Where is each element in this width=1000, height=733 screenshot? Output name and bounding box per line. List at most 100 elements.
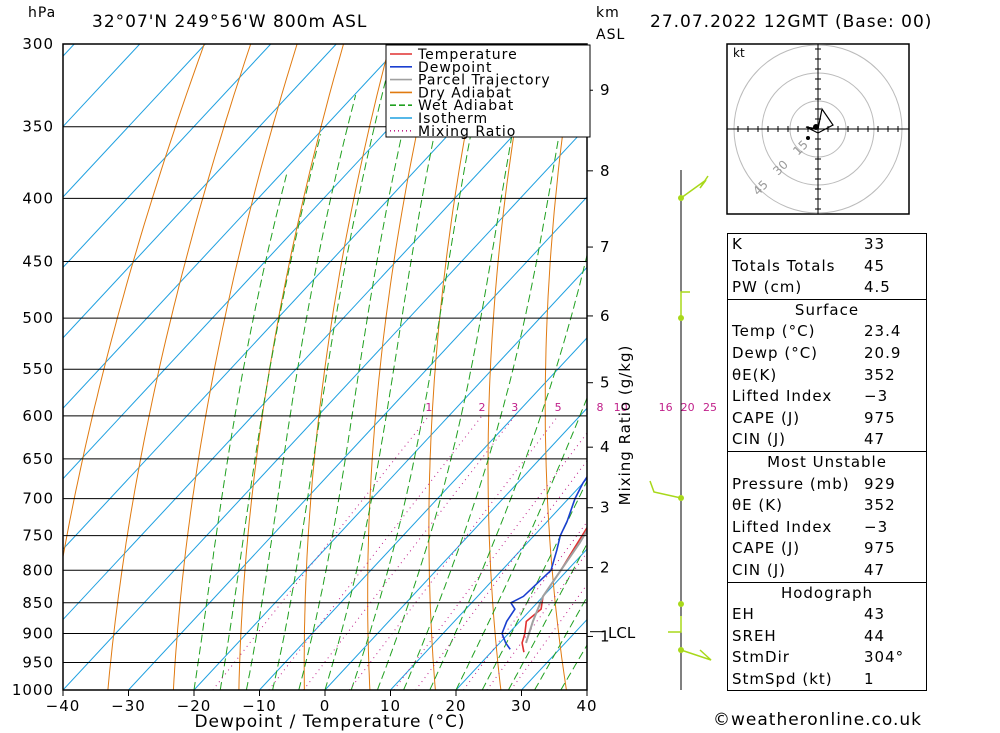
stat-row-cape: CAPE (J) 975 [728,408,926,430]
hodograph-trace [805,107,834,134]
x-tick-label: 20 [445,697,466,715]
stat-row-cin: CIN (J) 47 [728,429,926,451]
isotherm-line [259,337,587,690]
wet-adiabat-line [507,542,587,690]
isotherm-line [324,407,587,690]
stat-value: −3 [864,517,889,536]
isotherm-line [63,44,337,339]
stat-value: 975 [864,408,896,427]
lcl-label: LCL [608,624,636,642]
surface-title: Surface [794,300,860,319]
stat-value: 45 [864,256,886,275]
stat-label: StmSpd (kt) [732,669,833,688]
stat-label: CAPE (J) [732,408,801,427]
pressure-tick-label: 500 [22,309,54,327]
wind-level-marker [678,601,684,607]
stat-row-mu-theta: θE (K) 352 [728,495,926,517]
stat-label: CAPE (J) [732,539,801,558]
stat-label: Lifted Index [732,517,833,536]
stat-row-pw: PW (cm) 4.5 [728,277,926,299]
legend-entry: Wet Adiabat [418,98,514,114]
legend-entry: Parcel Trajectory [418,73,551,89]
stat-label: Lifted Index [732,387,833,406]
mixing-ratio-label: 16 [659,401,673,414]
isotherm-line [193,266,587,690]
legend-entry: Temperature [417,47,518,63]
storm-motion-marker [806,136,810,140]
pressure-tick-label: 900 [22,624,54,642]
credit-link[interactable]: ©weatheronline.co.uk [713,710,923,730]
mixing-ratio-axis-title: Mixing Ratio (g/kg) [616,345,634,506]
hodograph-table: Hodograph EH 43 SREH 44 StmDir 304° StmSpd … [727,582,927,692]
mixing-ratio-line [463,521,587,690]
x-tick-label: −20 [177,697,212,715]
legend-entry: Mixing Ratio [418,124,516,140]
isotherm-line [390,477,587,690]
stat-label: θE (K) [732,496,783,515]
wind-barb [680,649,712,661]
stat-value: 975 [864,539,896,558]
stat-row-mu-pressure: Pressure (mb) 929 [728,474,926,496]
stat-value: 44 [864,626,886,645]
pressure-tick-label: 550 [22,360,54,378]
stat-value: 23.4 [864,322,902,341]
mixing-ratio-label: 3 [511,401,518,414]
pressure-tick-label: 450 [22,253,54,271]
height-tick-label: 5 [600,374,610,392]
mixing-ratio-label: 8 [597,401,604,414]
stat-row-dewp: Dewp (°C) 20.9 [728,343,926,365]
height-tick-label: 8 [600,162,610,180]
pressure-tick-label: 950 [22,653,54,671]
stat-label: Dewp (°C) [732,343,819,362]
stat-row-sreh: SREH 44 [728,626,926,648]
mixing-ratio-line [303,415,516,690]
pressure-tick-label: 300 [22,35,54,53]
mixing-ratio-line [486,551,587,690]
pressure-unit-label: hPa [28,5,57,21]
datetime-label: 27.07.2022 12GMT (Base: 00) [650,12,933,32]
parcel-trajectory-line [525,528,587,644]
legend-entry: Dry Adiabat [418,85,512,101]
stat-row-theta: θE(K) 352 [728,365,926,387]
mixing-ratio-label: 5 [555,401,562,414]
x-tick-label: 30 [511,697,532,715]
x-tick-label: 40 [576,697,597,715]
height-unit-asl-label: ASL [596,27,626,43]
x-tick-label: 10 [380,697,401,715]
legend-entry: Dewpoint [418,60,493,76]
isotherm-line [63,44,272,269]
stat-row-mu-cin: CIN (J) 47 [728,560,926,582]
stat-label: Temp (°C) [732,322,816,341]
pressure-tick-label: 700 [22,490,54,508]
isotherm-line [63,125,587,690]
dry-adiabat-line [654,44,697,690]
stat-row-temp: Temp (°C) 23.4 [728,321,926,343]
stat-label: K [732,235,743,253]
mixing-ratio-label: 2 [478,401,485,414]
dry-adiabat-line [367,44,437,690]
pressure-tick-label: 850 [22,594,54,612]
isotherm-line [63,44,403,410]
stat-label: StmDir [732,648,790,667]
height-tick-label: 2 [600,559,610,577]
wind-barb [668,616,682,633]
stat-value: 352 [864,365,896,384]
location-title: 32°07'N 249°56'W 800m ASL [92,12,368,32]
legend-entry: Isotherm [418,111,488,127]
mixing-ratio-label: 25 [703,401,717,414]
pressure-tick-label: 750 [22,527,54,545]
stat-value: 352 [864,496,896,515]
wet-adiabat-line [272,61,391,690]
storm-motion-marker [813,124,819,130]
height-tick-label: 4 [600,438,610,456]
stat-label: PW (cm) [732,278,803,297]
stat-row-eh: EH 43 [728,604,926,626]
wet-adiabat-line [219,134,322,690]
dry-adiabat-line [428,44,484,690]
stat-value: 47 [864,430,886,449]
stat-row-k: K 33 [728,234,926,256]
height-tick-label: 6 [600,307,610,325]
height-tick-label: 9 [600,81,610,99]
